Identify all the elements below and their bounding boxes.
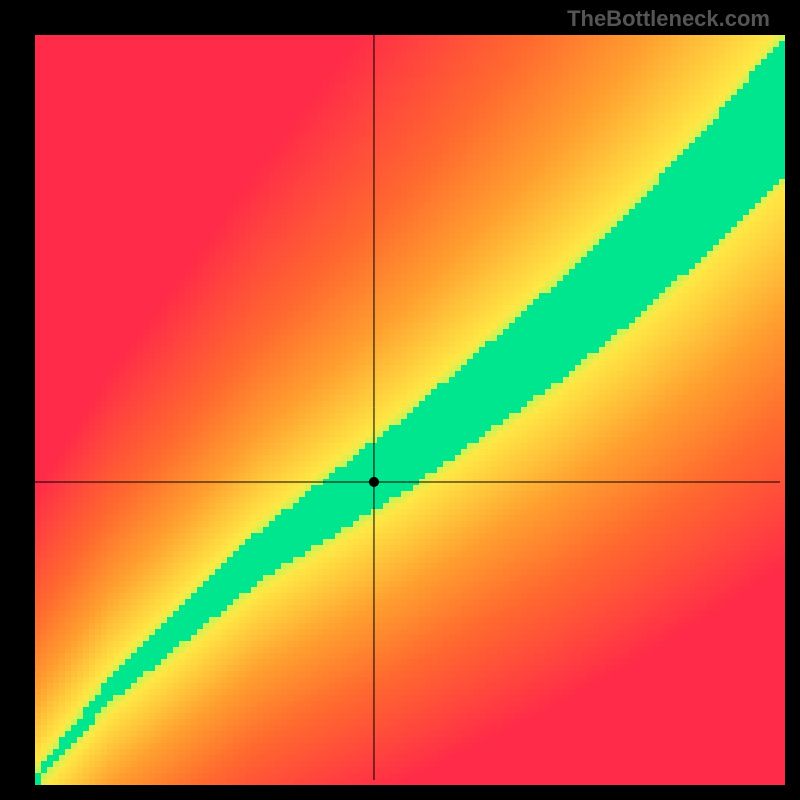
chart-container: TheBottleneck.com <box>0 0 800 800</box>
bottleneck-heatmap <box>0 0 800 800</box>
watermark-text: TheBottleneck.com <box>567 6 770 32</box>
